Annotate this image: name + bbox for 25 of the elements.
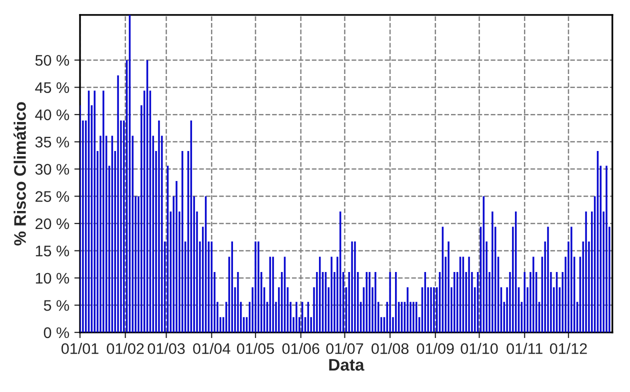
x-axis-title: Data (329, 359, 364, 371)
x-tick-label: 01/12 (550, 342, 587, 354)
x-tick-label: 01/10 (460, 342, 498, 354)
x-tick-label: 01/11 (506, 342, 542, 354)
x-tick-label: 01/03 (148, 342, 185, 354)
x-tick-label: 01/08 (372, 342, 409, 354)
y-tick-label: 10 % (36, 272, 70, 284)
x-tick-label: 01/02 (106, 342, 144, 354)
y-tick-label: 5 % (44, 300, 70, 311)
y-tick-label: 20 % (36, 218, 70, 230)
y-tick-label: 35 % (35, 136, 70, 148)
x-tick-label: 01/07 (326, 342, 364, 354)
x-tick-label: 01/01 (61, 342, 98, 354)
x-tick-label: 01/05 (236, 342, 274, 354)
y-tick-label: 50 % (35, 54, 70, 66)
y-tick-label: 15 % (36, 246, 70, 256)
y-tick-label: 40 % (35, 109, 70, 120)
y-axis-title: % Risco Climático (14, 102, 26, 246)
x-tick-label: 01/06 (282, 342, 320, 354)
x-tick-label: 01/09 (416, 342, 454, 354)
y-tick-label: 0 % (44, 327, 70, 338)
y-tick-label: 30 % (35, 164, 70, 175)
y-tick-label: 45 % (35, 82, 70, 94)
y-tick-label: 25 % (36, 191, 70, 202)
x-tick-label: 01/04 (193, 342, 230, 354)
